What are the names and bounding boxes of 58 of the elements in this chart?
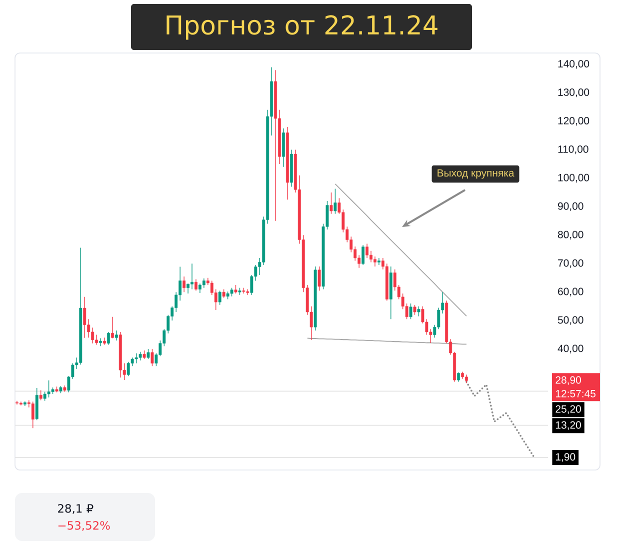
candlestick (362, 244, 365, 266)
candlestick (318, 266, 321, 292)
candlestick (374, 256, 376, 267)
candlestick (218, 290, 222, 306)
ref-line-label: 13,20 (556, 421, 581, 430)
text: 28,1 ₽ (58, 504, 94, 514)
candlestick (114, 330, 118, 341)
candlestick (150, 348, 154, 366)
candlestick (126, 361, 130, 376)
candlestick (366, 243, 368, 258)
candlestick (39, 390, 42, 401)
candlestick (457, 372, 460, 382)
y-tick-label: 50,00 (558, 316, 584, 325)
candlestick (409, 303, 412, 320)
text: −53,52% (58, 521, 110, 531)
candlestick (91, 327, 94, 344)
chart-title: Прогноз от 22.11.24 (166, 15, 438, 40)
text: 28,90 (556, 376, 581, 385)
candlestick (417, 306, 420, 317)
y-tick-label: 110,00 (558, 145, 588, 154)
y-tick-label: 70,00 (558, 259, 584, 268)
candlestick (190, 263, 194, 290)
ref-line-label: 25,20 (556, 405, 581, 414)
candlestick (194, 278, 198, 292)
candlestick (20, 401, 22, 406)
ref-line-label: 1,90 (556, 453, 576, 462)
candlestick (282, 128, 285, 168)
y-tick-label: 40,00 (558, 344, 584, 354)
y-tick-label: 100,00 (558, 174, 590, 183)
y-tick-label: 140,00 (558, 60, 590, 69)
candlestick (43, 391, 46, 402)
y-tick-label: 80,00 (558, 230, 584, 240)
candlestick (103, 337, 106, 346)
candlestick (134, 352, 138, 364)
candlestick (95, 334, 98, 346)
y-tick-label: 120,00 (558, 116, 590, 126)
candlestick (330, 192, 333, 214)
candlestick (146, 348, 150, 360)
candlestick (202, 278, 206, 288)
candlestick (198, 283, 202, 294)
y-tick-label: 60,00 (558, 288, 584, 296)
text: 12:57:45 (556, 390, 596, 398)
candlestick (107, 332, 110, 346)
candlestick (35, 388, 38, 421)
annotation: Выход крупняка (438, 169, 514, 179)
candlestick (334, 188, 337, 214)
candlestick (83, 296, 86, 338)
candlestick (47, 380, 50, 398)
candlestick (99, 338, 102, 347)
candlestick (182, 276, 186, 292)
candlestick (31, 401, 34, 429)
y-tick-label: 90,00 (558, 202, 584, 212)
candlestick (377, 258, 380, 266)
candlestick (186, 283, 190, 294)
candlestick (413, 304, 416, 316)
candlestick (110, 316, 114, 339)
y-tick-label: 130,00 (558, 88, 590, 98)
candlestick (370, 250, 372, 263)
